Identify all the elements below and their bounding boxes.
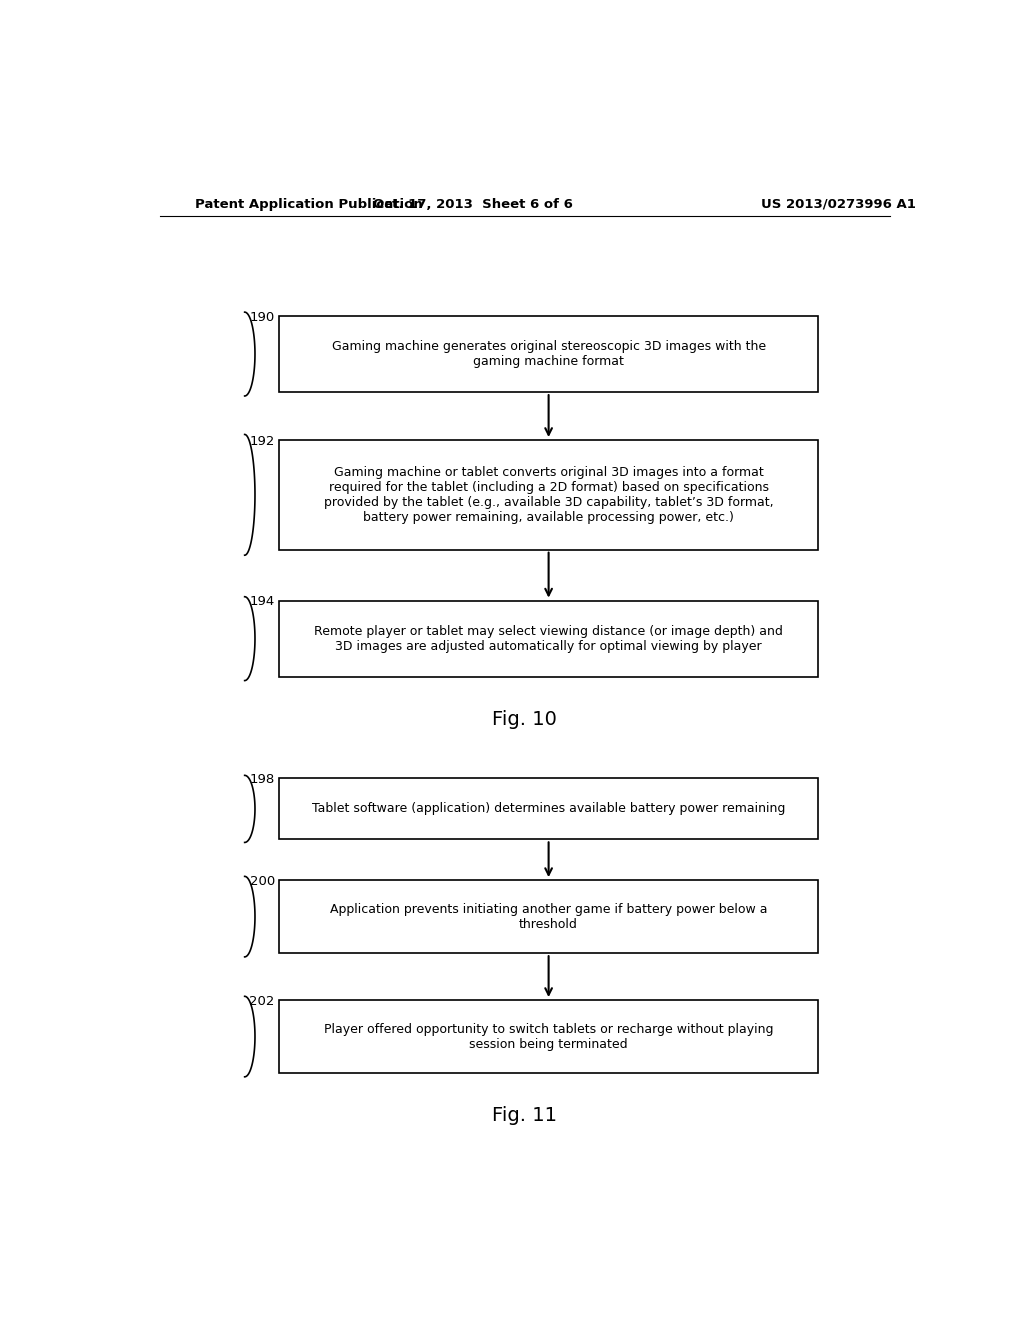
Text: 198: 198 — [250, 774, 274, 787]
Text: Patent Application Publication: Patent Application Publication — [196, 198, 423, 211]
Text: 194: 194 — [250, 595, 274, 609]
Text: Oct. 17, 2013  Sheet 6 of 6: Oct. 17, 2013 Sheet 6 of 6 — [374, 198, 573, 211]
FancyBboxPatch shape — [279, 440, 818, 549]
FancyBboxPatch shape — [279, 779, 818, 840]
Text: 192: 192 — [250, 434, 274, 447]
FancyBboxPatch shape — [279, 315, 818, 392]
Text: 190: 190 — [250, 312, 274, 323]
Text: US 2013/0273996 A1: US 2013/0273996 A1 — [761, 198, 915, 211]
Text: Fig. 10: Fig. 10 — [493, 710, 557, 729]
Text: Gaming machine generates original stereoscopic 3D images with the
gaming machine: Gaming machine generates original stereo… — [332, 341, 766, 368]
Text: 202: 202 — [250, 995, 274, 1008]
FancyBboxPatch shape — [279, 601, 818, 677]
Text: Player offered opportunity to switch tablets or recharge without playing
session: Player offered opportunity to switch tab… — [324, 1023, 773, 1051]
Text: Fig. 11: Fig. 11 — [493, 1106, 557, 1126]
Text: Gaming machine or tablet converts original 3D images into a format
required for : Gaming machine or tablet converts origin… — [324, 466, 773, 524]
FancyBboxPatch shape — [279, 880, 818, 953]
Text: Application prevents initiating another game if battery power below a
threshold: Application prevents initiating another … — [330, 903, 767, 931]
Text: Tablet software (application) determines available battery power remaining: Tablet software (application) determines… — [312, 803, 785, 816]
Text: Remote player or tablet may select viewing distance (or image depth) and
3D imag: Remote player or tablet may select viewi… — [314, 624, 783, 652]
Text: 200: 200 — [250, 875, 274, 888]
FancyBboxPatch shape — [279, 1001, 818, 1073]
